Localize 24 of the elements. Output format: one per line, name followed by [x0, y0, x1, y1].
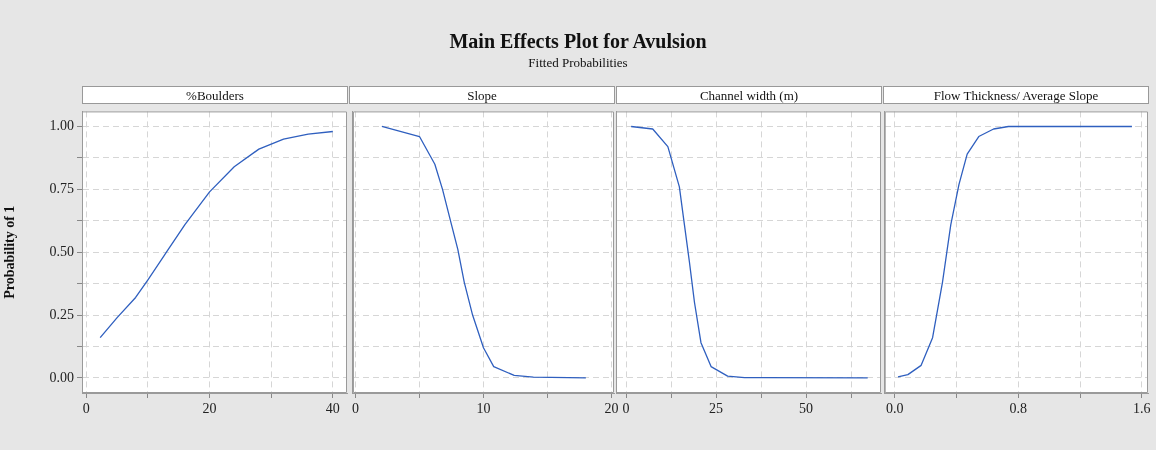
x-tick-label: 50	[799, 401, 814, 417]
x-tick-label: 40	[325, 401, 340, 417]
y-tick-label: 0.25	[49, 306, 74, 322]
x-tick-label: 1.6	[1133, 401, 1151, 417]
chart-title: %Boulders	[82, 86, 348, 104]
x-tick-label: 0.8	[1009, 401, 1028, 417]
x-tick-label: 0	[622, 401, 630, 417]
chart-title: Slope	[349, 86, 615, 104]
x-tick-label: 25	[709, 401, 724, 417]
text: Main Effects Plot for Avulsion	[448, 30, 708, 53]
x-tick-label: 20	[202, 401, 217, 417]
y-tick-label: 0.00	[49, 369, 74, 385]
y-tick-label: 0.75	[49, 181, 74, 197]
x-tick-label: 10	[476, 401, 491, 417]
y-axis-title: Probability of 1	[2, 205, 18, 299]
chart-title: Channel width (m)	[616, 86, 882, 104]
x-tick-label: 0.0	[886, 401, 904, 417]
x-tick-label: 0	[82, 401, 90, 417]
x-tick-label: 20	[604, 401, 619, 417]
x-tick-label: 0	[352, 401, 359, 417]
chart-title: Flow Thickness/ Average Slope	[883, 86, 1149, 104]
text: Fitted Probabilities	[527, 55, 629, 71]
y-tick-label: 0.50	[49, 243, 74, 259]
y-tick-label: 1.00	[49, 118, 74, 134]
